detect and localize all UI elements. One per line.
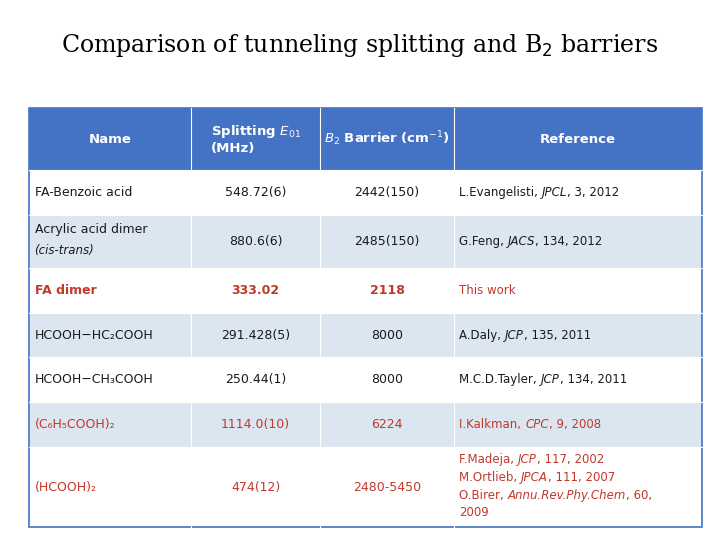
Bar (29, 108, 702, 527)
Text: FA-Benzoic acid: FA-Benzoic acid (35, 186, 132, 199)
Text: 474(12): 474(12) (231, 481, 280, 494)
Text: Reference: Reference (540, 132, 616, 146)
Text: G.Feng,: G.Feng, (459, 235, 508, 248)
Bar (29, 170, 702, 215)
Text: , 134, 2012: , 134, 2012 (536, 235, 603, 248)
Text: (HCOOH)₂: (HCOOH)₂ (35, 481, 96, 494)
Text: Annu.Rev.Phy.Chem: Annu.Rev.Phy.Chem (508, 489, 626, 502)
Text: 880.6(6): 880.6(6) (229, 235, 282, 248)
Text: 548.72(6): 548.72(6) (225, 186, 287, 199)
Text: HCOOH−CH₃COOH: HCOOH−CH₃COOH (35, 373, 153, 387)
Text: JPCL: JPCL (542, 186, 567, 199)
Text: JCP: JCP (505, 328, 524, 342)
Text: 2442(150): 2442(150) (354, 186, 420, 199)
Text: HCOOH−HC₂COOH: HCOOH−HC₂COOH (35, 328, 153, 342)
Bar (29, 313, 702, 357)
Text: 250.44(1): 250.44(1) (225, 373, 287, 387)
Text: This work: This work (459, 284, 516, 297)
Text: , 134, 2011: , 134, 2011 (559, 373, 627, 387)
Text: JACS: JACS (508, 235, 536, 248)
Text: , 135, 2011: , 135, 2011 (524, 328, 591, 342)
Text: 1114.0(10): 1114.0(10) (221, 418, 290, 431)
Text: 2118: 2118 (369, 284, 405, 297)
Text: L.Evangelisti,: L.Evangelisti, (459, 186, 542, 199)
Text: , 60,: , 60, (626, 489, 652, 502)
Text: 291.428(5): 291.428(5) (221, 328, 290, 342)
Text: M.C.D.Tayler,: M.C.D.Tayler, (459, 373, 541, 387)
Text: (cis-trans): (cis-trans) (35, 244, 94, 256)
Text: O.Birer,: O.Birer, (459, 489, 508, 502)
Text: CPC: CPC (525, 418, 549, 431)
Text: Splitting $E_{01}$
(MHz): Splitting $E_{01}$ (MHz) (210, 123, 301, 156)
Text: Name: Name (89, 132, 131, 146)
Text: JCP: JCP (541, 373, 559, 387)
Text: , 117, 2002: , 117, 2002 (537, 453, 604, 466)
Text: 333.02: 333.02 (232, 284, 279, 297)
Bar (29, 268, 702, 313)
Bar (29, 402, 702, 447)
Text: Acrylic acid dimer: Acrylic acid dimer (35, 223, 147, 236)
Text: , 3, 2012: , 3, 2012 (567, 186, 620, 199)
Text: 8000: 8000 (371, 328, 403, 342)
Text: 2009: 2009 (459, 507, 489, 519)
Bar (29, 108, 702, 170)
Bar (29, 447, 702, 527)
Text: , 9, 2008: , 9, 2008 (549, 418, 601, 431)
Text: JPCA: JPCA (521, 471, 548, 484)
Text: JCP: JCP (518, 453, 537, 466)
Text: FA dimer: FA dimer (35, 284, 96, 297)
Text: 2485(150): 2485(150) (354, 235, 420, 248)
Text: Comparison of tunneling splitting and B$_2$ barriers: Comparison of tunneling splitting and B$… (61, 32, 659, 59)
Text: 2480-5450: 2480-5450 (353, 481, 421, 494)
Bar (29, 357, 702, 402)
Text: F.Madeja,: F.Madeja, (459, 453, 518, 466)
Text: 6224: 6224 (372, 418, 402, 431)
Bar (29, 215, 702, 268)
Text: I.Kalkman,: I.Kalkman, (459, 418, 525, 431)
Text: M.Ortlieb,: M.Ortlieb, (459, 471, 521, 484)
Text: A.Daly,: A.Daly, (459, 328, 505, 342)
Text: 8000: 8000 (371, 373, 403, 387)
Text: $B_2$ Barrier (cm$^{-1}$): $B_2$ Barrier (cm$^{-1}$) (324, 130, 450, 148)
Text: , 111, 2007: , 111, 2007 (548, 471, 616, 484)
Text: (C₆H₅COOH)₂: (C₆H₅COOH)₂ (35, 418, 115, 431)
